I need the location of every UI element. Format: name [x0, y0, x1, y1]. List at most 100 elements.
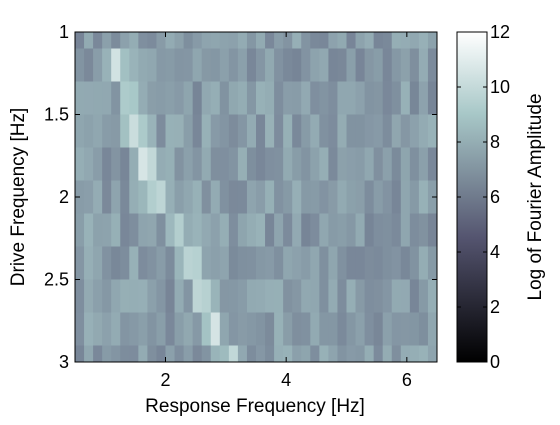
heatmap-cell — [156, 114, 166, 148]
heatmap-cell — [75, 213, 85, 247]
heatmap-cell — [93, 114, 103, 148]
heatmap-cell — [75, 279, 85, 313]
heatmap-cell — [328, 147, 338, 181]
heatmap-cell — [93, 147, 103, 181]
heatmap-cell — [111, 147, 121, 181]
heatmap-cell — [265, 32, 275, 49]
heatmap-cell — [364, 246, 375, 280]
heatmap-cell — [409, 114, 420, 148]
heatmap-cell — [210, 147, 221, 181]
x-tick-label: 4 — [281, 370, 291, 390]
heatmap-cell — [283, 48, 293, 82]
heatmap-cell — [274, 345, 284, 363]
heatmap-cell — [418, 246, 429, 280]
heatmap-cell — [301, 147, 311, 181]
heatmap-cell — [256, 246, 266, 280]
heatmap-cell — [319, 246, 329, 280]
heatmap-cell — [427, 345, 438, 363]
heatmap-cell — [156, 32, 166, 49]
heatmap-cell — [301, 32, 311, 49]
heatmap-cell — [210, 32, 221, 49]
heatmap-cell — [156, 312, 166, 346]
heatmap-cell — [319, 32, 329, 49]
heatmap-cell — [228, 48, 239, 82]
heatmap-cell — [201, 246, 212, 280]
heatmap-cell — [292, 48, 302, 82]
heatmap-cell — [328, 114, 338, 148]
heatmap-cell — [409, 246, 420, 280]
heatmap-cell — [147, 213, 157, 247]
heatmap-cell — [400, 147, 411, 181]
heatmap-cell — [174, 81, 185, 115]
heatmap-cell — [120, 114, 130, 148]
heatmap-cell — [219, 81, 230, 115]
heatmap-cell — [147, 147, 157, 181]
heatmap-cell — [138, 180, 148, 214]
heatmap-cell — [382, 180, 393, 214]
heatmap-cell — [183, 312, 194, 346]
heatmap-cell — [418, 345, 429, 363]
heatmap-cell — [183, 279, 194, 313]
heatmap-cell — [310, 279, 320, 313]
heatmap-cell — [129, 114, 139, 148]
heatmap-cell — [129, 279, 139, 313]
heatmap-cell — [210, 345, 221, 363]
heatmap-cell — [192, 213, 203, 247]
heatmap-cell — [265, 48, 275, 82]
heatmap-cell — [310, 81, 320, 115]
heatmap-cell — [391, 246, 402, 280]
heatmap-cell — [219, 147, 230, 181]
heatmap-cell — [93, 246, 103, 280]
heatmap-cell — [201, 81, 212, 115]
heatmap-cell — [93, 81, 103, 115]
heatmap-cell — [391, 48, 402, 82]
heatmap-cell — [246, 279, 257, 313]
heatmap-cell — [274, 48, 284, 82]
heatmap-cell — [427, 147, 438, 181]
heatmap-cell — [147, 81, 157, 115]
heatmap-cell — [319, 147, 329, 181]
heatmap-cell — [102, 279, 112, 313]
heatmap-cell — [219, 213, 230, 247]
heatmap-cell — [102, 246, 112, 280]
heatmap-cell — [192, 246, 203, 280]
heatmap-cell — [192, 312, 203, 346]
x-tick-label: 2 — [160, 370, 170, 390]
heatmap-cell — [147, 32, 157, 49]
heatmap-cell — [156, 345, 166, 363]
heatmap-cell — [219, 32, 230, 49]
heatmap-cell — [274, 279, 284, 313]
heatmap-cell — [382, 32, 393, 49]
heatmap-cell — [246, 345, 257, 363]
heatmap-cell — [301, 81, 311, 115]
heatmap-cell — [301, 312, 311, 346]
heatmap-cell — [219, 345, 230, 363]
heatmap-cell — [210, 180, 221, 214]
heatmap-cell — [84, 48, 94, 82]
heatmap-cell — [147, 279, 157, 313]
heatmap-cell — [265, 180, 275, 214]
heatmap-cell — [337, 279, 347, 313]
heatmap-cell — [129, 345, 139, 363]
heatmap-cell — [274, 81, 284, 115]
heatmap-cell — [246, 114, 257, 148]
y-tick-label: 1 — [59, 22, 69, 42]
heatmap-cell — [201, 114, 212, 148]
heatmap-cell — [174, 180, 185, 214]
heatmap-cell — [120, 246, 130, 280]
heatmap-cell — [256, 48, 266, 82]
heatmap-cell — [364, 345, 375, 363]
heatmap-cell — [201, 32, 212, 49]
heatmap-cell — [283, 81, 293, 115]
heatmap-cell — [174, 147, 185, 181]
heatmap-cell — [265, 246, 275, 280]
heatmap-cell — [319, 213, 329, 247]
heatmap-cells — [75, 32, 438, 363]
heatmap-cell — [400, 81, 411, 115]
heatmap-cell — [427, 246, 438, 280]
heatmap-cell — [201, 213, 212, 247]
heatmap-cell — [418, 147, 429, 181]
heatmap-cell — [219, 114, 230, 148]
heatmap-cell — [310, 147, 320, 181]
